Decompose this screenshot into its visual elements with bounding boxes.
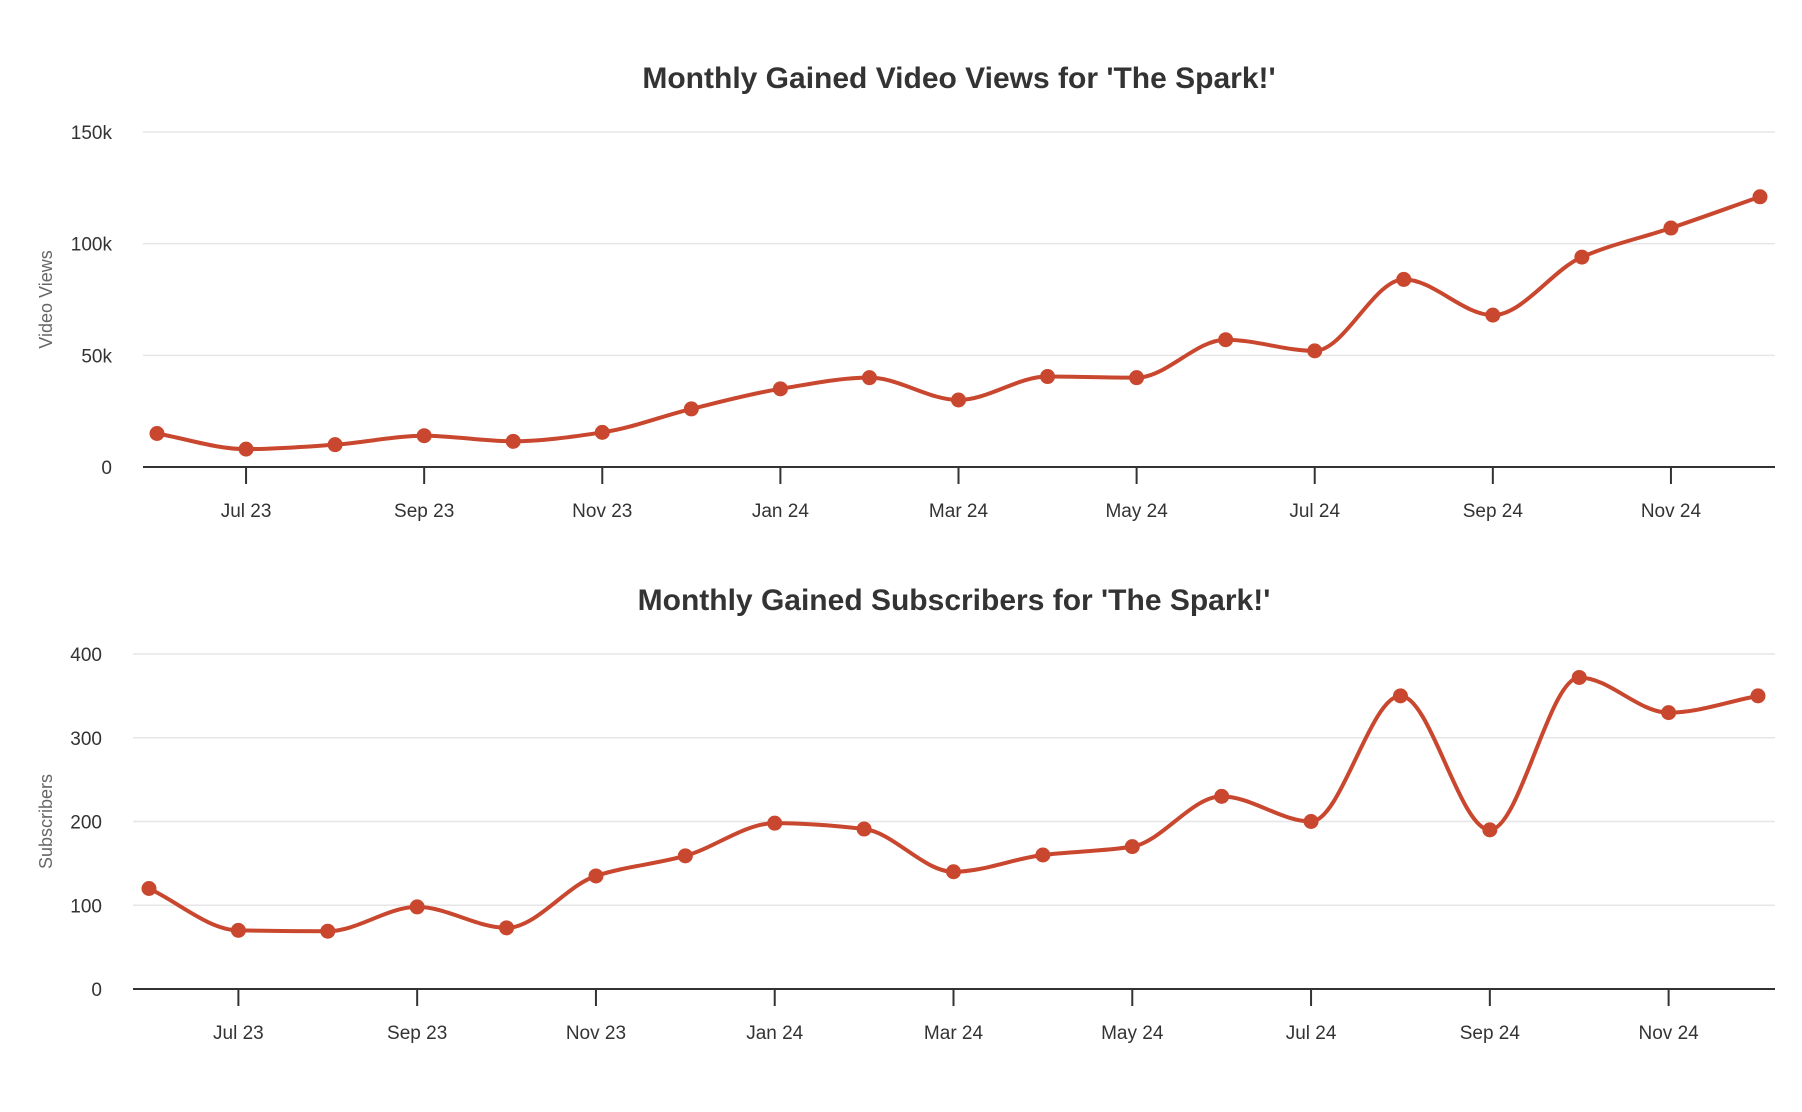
data-point[interactable] xyxy=(1124,839,1140,855)
y-tick-label: 150k xyxy=(71,123,113,144)
data-point[interactable] xyxy=(683,401,699,417)
data-point[interactable] xyxy=(141,881,157,896)
x-tick-label: Mar 24 xyxy=(924,1023,984,1044)
x-tick-label: May 24 xyxy=(1101,1023,1164,1044)
data-point[interactable] xyxy=(499,920,515,936)
data-point[interactable] xyxy=(1035,847,1051,863)
data-point[interactable] xyxy=(320,923,336,939)
data-point[interactable] xyxy=(1307,343,1323,359)
x-tick-label: Nov 24 xyxy=(1641,501,1702,522)
data-point[interactable] xyxy=(149,426,165,441)
y-tick-label: 0 xyxy=(101,458,112,479)
x-tick-label: Nov 23 xyxy=(566,1023,626,1044)
data-point[interactable] xyxy=(1574,249,1590,265)
data-point[interactable] xyxy=(767,815,783,831)
y-tick-label: 0 xyxy=(91,980,102,1001)
data-point[interactable] xyxy=(1214,788,1230,804)
data-point[interactable] xyxy=(1392,688,1408,704)
data-point[interactable] xyxy=(1661,705,1677,721)
data-point[interactable] xyxy=(238,441,254,457)
x-tick-label: Sep 23 xyxy=(394,501,454,522)
y-tick-label: 100k xyxy=(71,235,113,256)
data-point[interactable] xyxy=(594,424,610,440)
data-point[interactable] xyxy=(588,868,604,884)
y-tick-label: 100 xyxy=(70,896,102,917)
data-point[interactable] xyxy=(1129,370,1145,386)
x-tick-label: Jul 24 xyxy=(1286,1023,1337,1044)
x-tick-label: Jul 24 xyxy=(1289,501,1340,522)
series-line xyxy=(155,194,1762,452)
data-point[interactable] xyxy=(409,899,425,915)
data-point[interactable] xyxy=(772,381,788,397)
data-point[interactable] xyxy=(416,428,432,444)
x-tick-label: Jul 23 xyxy=(221,501,272,522)
y-tick-label: 50k xyxy=(81,346,112,367)
chart-panel-2: Monthly Gained Subscribers for 'The Spar… xyxy=(36,584,1775,1044)
data-point[interactable] xyxy=(677,848,693,864)
data-point[interactable] xyxy=(1752,189,1768,205)
x-tick-label: Nov 23 xyxy=(572,501,632,522)
x-tick-label: Jan 24 xyxy=(752,501,809,522)
x-tick-label: Jul 23 xyxy=(213,1023,264,1044)
data-point[interactable] xyxy=(951,392,966,408)
y-tick-label: 400 xyxy=(70,645,102,666)
data-point[interactable] xyxy=(1396,271,1412,287)
chart-title: Monthly Gained Subscribers for 'The Spar… xyxy=(638,584,1271,617)
chart-title: Monthly Gained Video Views for 'The Spar… xyxy=(642,62,1275,95)
y-tick-label: 300 xyxy=(70,729,102,750)
data-point[interactable] xyxy=(1485,307,1501,323)
y-tick-label: 200 xyxy=(70,813,102,834)
data-point[interactable] xyxy=(1750,688,1766,704)
data-point[interactable] xyxy=(1663,220,1679,236)
x-tick-label: Jan 24 xyxy=(746,1023,803,1044)
x-tick-label: May 24 xyxy=(1105,501,1168,522)
data-point[interactable] xyxy=(1571,669,1587,685)
x-tick-label: Sep 24 xyxy=(1463,501,1524,522)
data-point[interactable] xyxy=(861,370,877,386)
data-point[interactable] xyxy=(1040,369,1056,385)
chart-panel-1: Monthly Gained Video Views for 'The Spar… xyxy=(36,62,1775,522)
y-axis-label: Video Views xyxy=(36,250,56,348)
data-point[interactable] xyxy=(1218,332,1234,348)
data-point[interactable] xyxy=(946,864,961,880)
data-point[interactable] xyxy=(505,433,521,449)
data-point[interactable] xyxy=(856,821,872,837)
data-point[interactable] xyxy=(1303,814,1319,829)
y-axis-label: Subscribers xyxy=(36,774,56,869)
x-tick-label: Nov 24 xyxy=(1639,1023,1700,1044)
x-tick-label: Sep 23 xyxy=(387,1023,447,1044)
x-tick-label: Sep 24 xyxy=(1460,1023,1521,1044)
data-point[interactable] xyxy=(230,922,246,938)
data-point[interactable] xyxy=(327,437,343,453)
x-tick-label: Mar 24 xyxy=(929,501,989,522)
data-point[interactable] xyxy=(1482,822,1498,838)
series-line xyxy=(147,675,1760,934)
